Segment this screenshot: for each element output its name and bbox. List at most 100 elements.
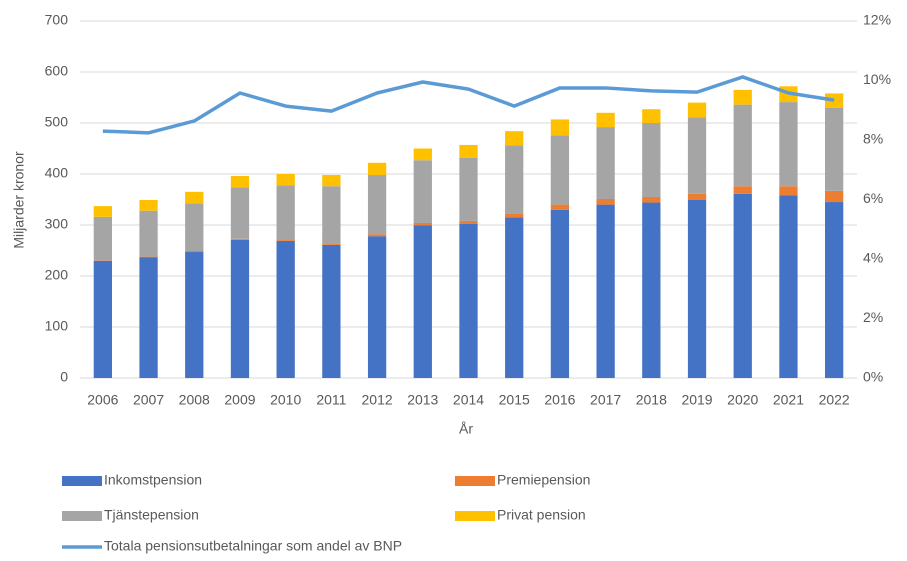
bar-segment — [596, 127, 615, 199]
bar-segment — [825, 190, 844, 203]
y-tick-label: 500 — [45, 114, 69, 130]
y2-tick-label: 8% — [863, 131, 883, 147]
bar-segment — [413, 225, 432, 378]
bar-segment — [825, 107, 844, 191]
x-tick-label: 2007 — [133, 392, 164, 408]
y-tick-label: 400 — [45, 165, 69, 181]
bar-segment — [642, 109, 661, 123]
legend-label: Premiepension — [497, 472, 590, 488]
bar-segment — [505, 213, 524, 218]
bar-segment — [139, 210, 158, 257]
bar-segment — [733, 89, 752, 105]
y-tick-label: 0 — [60, 369, 68, 385]
legend-swatch — [455, 511, 495, 521]
legend-swatch — [62, 476, 102, 486]
x-tick-label: 2010 — [270, 392, 301, 408]
x-axis-title: År — [459, 421, 473, 437]
bar-segment — [733, 186, 752, 194]
bar-segment — [596, 198, 615, 205]
bar-segment — [550, 204, 570, 210]
bar-segment — [185, 252, 204, 378]
legend-swatch — [455, 476, 495, 486]
x-tick-label: 2009 — [224, 392, 255, 408]
y2-tick-label: 10% — [863, 71, 891, 87]
bar-segment — [367, 234, 387, 237]
legend-label: Privat pension — [497, 507, 586, 523]
y-tick-label: 200 — [45, 267, 69, 283]
bar-segment — [139, 257, 158, 378]
bar-segment — [367, 236, 387, 378]
bar-segment — [367, 175, 387, 235]
legend-label: Tjänstepension — [104, 507, 199, 523]
bar-segment — [322, 175, 341, 187]
bar-segment — [596, 204, 615, 378]
bar-segment — [505, 131, 524, 146]
bar-segment — [687, 117, 707, 194]
bar-segment — [413, 160, 432, 223]
y-tick-label: 600 — [45, 63, 69, 79]
x-tick-label: 2006 — [87, 392, 118, 408]
legend-label: Inkomstpension — [104, 472, 202, 488]
bar-segment — [550, 119, 570, 136]
bar-segment — [459, 220, 478, 224]
bar-segment — [93, 206, 112, 217]
bar-segment — [139, 256, 158, 258]
y-tick-label: 100 — [45, 318, 69, 334]
bar-segment — [413, 222, 432, 226]
bar-segment — [550, 209, 570, 378]
bar-segment — [642, 123, 661, 197]
x-tick-label: 2017 — [590, 392, 621, 408]
bar-segment — [139, 200, 158, 211]
bar-segment — [276, 240, 295, 378]
y2-tick-label: 2% — [863, 309, 883, 325]
bar-segment — [322, 186, 341, 244]
bar-segment — [322, 244, 341, 378]
x-tick-label: 2013 — [407, 392, 438, 408]
bar-segment — [779, 195, 798, 378]
y-tick-label: 700 — [45, 12, 69, 28]
bar-segment — [550, 135, 570, 205]
bar-segment — [642, 202, 661, 378]
x-tick-label: 2018 — [636, 392, 667, 408]
bar-segment — [230, 176, 250, 188]
legend-label: Totala pensionsutbetalningar som andel a… — [104, 538, 402, 554]
bar-segment — [93, 216, 112, 261]
bar-segment — [367, 162, 387, 176]
bar-segment — [825, 202, 844, 378]
legend-swatch — [62, 511, 102, 521]
bar-segment — [230, 239, 250, 378]
bar-segment — [276, 185, 295, 240]
bar-segment — [687, 193, 707, 201]
bar-segment — [687, 200, 707, 378]
x-tick-label: 2019 — [681, 392, 712, 408]
line-series — [102, 75, 835, 135]
bar-segment — [185, 251, 204, 253]
bar-segment — [459, 144, 478, 158]
bar-segment — [413, 148, 432, 161]
y2-tick-label: 4% — [863, 250, 883, 266]
bar-segment — [276, 174, 295, 186]
bar-segment — [505, 217, 524, 378]
x-tick-label: 2015 — [499, 392, 530, 408]
bar-segment — [596, 112, 615, 128]
bar-segment — [230, 187, 250, 239]
y-tick-label: 300 — [45, 216, 69, 232]
y2-tick-label: 0% — [863, 369, 883, 385]
bar-segment — [642, 196, 661, 203]
bar-segment — [322, 243, 341, 245]
bar-segment — [687, 102, 707, 118]
x-tick-label: 2022 — [819, 392, 850, 408]
bar-segment — [733, 193, 752, 378]
y-axis-title: Miljarder kronor — [11, 151, 27, 249]
bar-segment — [733, 104, 752, 187]
bar-segment — [185, 203, 204, 252]
bar-segment — [779, 102, 798, 187]
bar-segment — [459, 157, 478, 221]
bar-segment — [93, 260, 112, 378]
x-tick-label: 2012 — [362, 392, 393, 408]
bar-segment — [185, 191, 204, 204]
bar-segment — [779, 186, 798, 196]
x-tick-label: 2020 — [727, 392, 758, 408]
x-tick-label: 2021 — [773, 392, 804, 408]
